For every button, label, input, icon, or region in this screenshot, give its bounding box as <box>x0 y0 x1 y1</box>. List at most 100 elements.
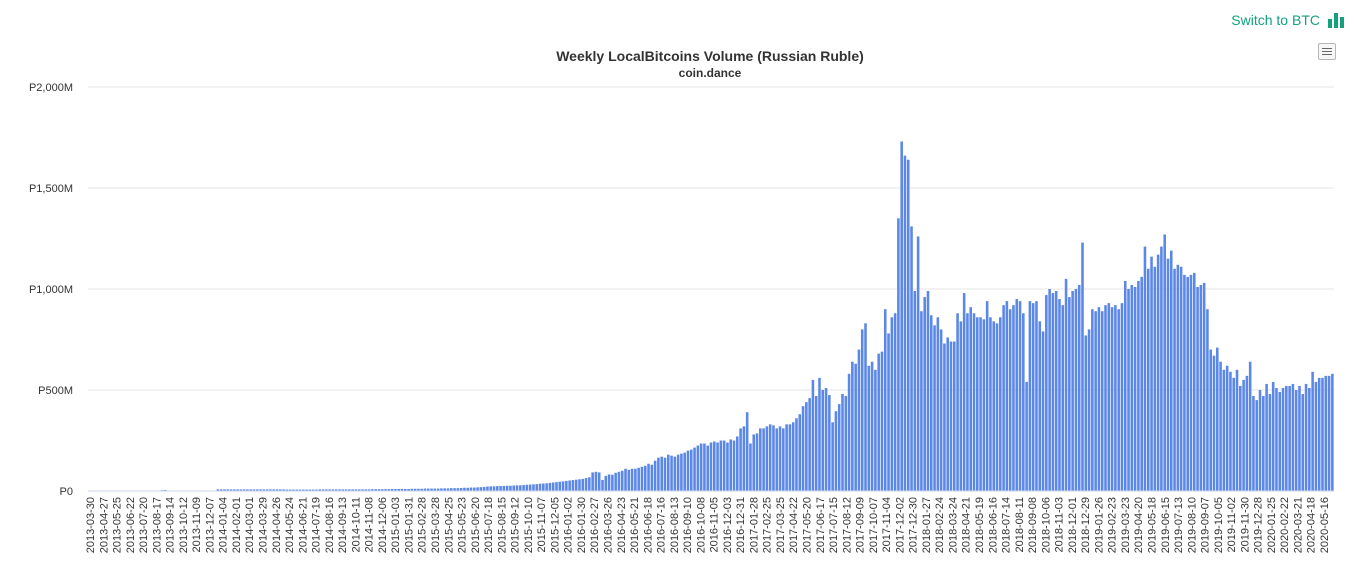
bar <box>1317 377 1321 491</box>
bar <box>811 379 815 491</box>
switch-to-btc-link[interactable]: Switch to BTC <box>1231 12 1344 28</box>
x-tick-label: 2019-11-30 <box>1239 497 1251 552</box>
bar <box>466 487 469 491</box>
x-tick-label: 2015-11-07 <box>536 497 548 552</box>
bar <box>1143 246 1147 491</box>
bar <box>880 351 884 491</box>
bar <box>163 489 167 491</box>
x-tick-label: 2017-08-12 <box>841 497 853 553</box>
x-tick-label: 2014-12-06 <box>377 497 389 553</box>
bar <box>1081 242 1084 491</box>
bar <box>305 489 308 491</box>
bar <box>611 474 614 491</box>
bar <box>985 301 989 491</box>
x-tick-label: 2014-01-04 <box>218 497 230 553</box>
bar <box>1331 373 1334 491</box>
bar <box>1311 371 1314 491</box>
bar <box>742 426 746 491</box>
bar <box>252 489 256 491</box>
bar <box>739 428 742 491</box>
bar <box>423 488 427 491</box>
bar <box>989 317 992 491</box>
bar <box>982 319 986 491</box>
chart-menu-button[interactable] <box>1318 43 1336 60</box>
bar <box>407 488 410 491</box>
y-axis-ticks: P0 P500M P1,000M P1,500M P2,000M <box>29 82 73 498</box>
bar <box>535 484 539 491</box>
bar <box>1179 266 1183 491</box>
bar <box>719 440 723 491</box>
bar <box>1212 355 1216 491</box>
bar <box>834 411 838 491</box>
bar <box>683 452 686 491</box>
bar <box>1176 264 1180 491</box>
x-axis-ticks: 2013-03-30 2013-04-27 2013-05-25 2013-06-22… <box>85 497 1331 553</box>
bar <box>887 333 890 491</box>
bar <box>1163 234 1166 491</box>
bar <box>298 489 302 491</box>
bar <box>1271 381 1275 491</box>
x-tick-label: 2015-03-28 <box>430 497 442 553</box>
bar <box>736 436 739 491</box>
bar <box>242 489 246 491</box>
bar <box>1160 246 1163 491</box>
bar <box>1245 375 1249 491</box>
bar <box>1278 392 1282 491</box>
bar <box>890 317 894 491</box>
bar <box>1166 258 1170 491</box>
bar <box>1008 309 1012 491</box>
bar <box>759 428 762 491</box>
bar <box>581 478 585 491</box>
bar <box>910 226 913 491</box>
bar <box>578 479 581 491</box>
bar <box>288 489 292 491</box>
x-tick-label: 2020-03-21 <box>1292 497 1304 553</box>
bar <box>798 414 802 491</box>
bar <box>1298 385 1301 491</box>
bar <box>440 488 443 491</box>
bar <box>716 442 719 491</box>
x-tick-label: 2015-09-12 <box>510 497 522 553</box>
bar <box>943 343 946 491</box>
bar <box>443 488 446 491</box>
bar <box>1146 268 1150 491</box>
bar <box>528 484 532 491</box>
bar <box>1137 280 1140 491</box>
bar <box>1202 282 1206 491</box>
bar <box>334 489 338 491</box>
bar <box>722 440 726 491</box>
bar <box>1209 349 1212 491</box>
bar <box>1156 254 1160 491</box>
bar <box>953 341 956 491</box>
bar <box>1084 335 1088 491</box>
bar <box>1038 321 1042 491</box>
bar <box>315 489 318 491</box>
bar <box>768 424 772 491</box>
x-tick-label: 2015-12-05 <box>549 497 561 553</box>
bar <box>1061 305 1065 491</box>
bar <box>920 311 923 491</box>
bar <box>1005 301 1009 491</box>
bar <box>476 487 479 491</box>
bar <box>663 457 667 491</box>
x-tick-label: 2014-11-08 <box>364 497 376 552</box>
bar <box>279 489 282 491</box>
bar <box>367 489 371 491</box>
bar <box>1074 289 1078 491</box>
bar <box>512 485 516 491</box>
x-tick-label: 2019-02-23 <box>1107 497 1119 553</box>
bar <box>1120 303 1124 491</box>
bar <box>1077 284 1081 491</box>
x-tick-label: 2015-01-03 <box>390 497 402 553</box>
bar <box>841 394 844 491</box>
bar <box>913 291 917 491</box>
bar <box>782 428 785 491</box>
x-tick-label: 2014-06-21 <box>297 497 309 553</box>
bar <box>657 457 660 491</box>
bar <box>1051 293 1055 491</box>
bar <box>630 468 634 491</box>
bar <box>643 465 647 491</box>
bar <box>854 363 857 491</box>
x-tick-label: 2017-02-25 <box>762 497 774 553</box>
bar <box>216 489 220 491</box>
